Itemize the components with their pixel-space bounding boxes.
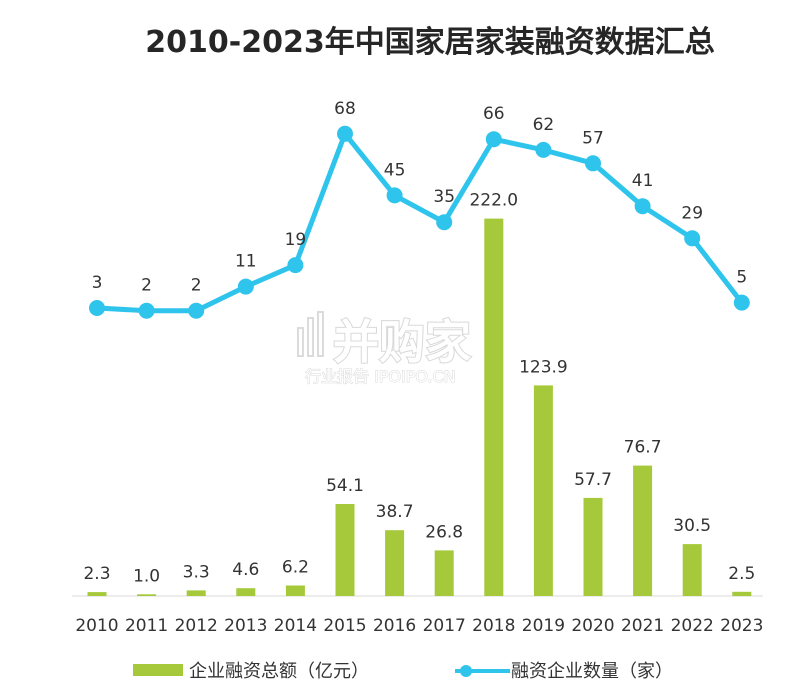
line-label-2019: 62	[533, 115, 555, 135]
line-label-2011: 2	[141, 276, 152, 296]
x-tick-2017: 2017	[423, 616, 466, 636]
line-series-layer	[89, 125, 750, 319]
bar-2016	[385, 530, 405, 596]
legend-label-bar: 企业融资总额（亿元）	[189, 661, 369, 682]
bar-2010	[87, 592, 107, 596]
line-point-2011	[138, 302, 155, 319]
x-tick-2021: 2021	[621, 616, 664, 636]
bar-label-2019: 123.9	[519, 357, 568, 377]
legend-label-line: 融资企业数量（家）	[511, 661, 673, 682]
x-tick-2015: 2015	[323, 616, 366, 636]
bar-2018	[484, 218, 504, 596]
x-tick-2023: 2023	[720, 616, 763, 636]
line-label-2022: 29	[681, 203, 703, 223]
bar-label-2012: 3.3	[183, 562, 210, 582]
line-label-layer: 3 2 2 11 19 68 45 35 66 62 57 41 29 5	[92, 99, 748, 296]
watermark-subtitle: 行业报告 IPOIPO.CN	[305, 367, 456, 386]
x-tick-2022: 2022	[671, 616, 714, 636]
x-tick-2011: 2011	[125, 616, 168, 636]
bar-label-2020: 57.7	[574, 470, 612, 490]
bar-2020	[583, 497, 603, 596]
bar-2013	[236, 588, 256, 596]
line-point-2010	[89, 300, 105, 316]
bar-label-2011: 1.0	[133, 566, 160, 586]
bar-label-2010: 2.3	[83, 564, 110, 584]
bar-2019	[533, 385, 553, 596]
bar-label-2017: 26.8	[425, 522, 463, 542]
x-tick-2014: 2014	[274, 616, 317, 636]
line-point-2015	[337, 125, 353, 142]
line-series	[94, 131, 745, 314]
line-label-2021: 41	[632, 171, 654, 191]
line-point-2016	[386, 187, 403, 204]
legend: 企业融资总额（亿元） 融资企业数量（家）	[133, 661, 673, 682]
bar-label-2016: 38.7	[376, 502, 414, 522]
bar-2022	[682, 544, 702, 596]
line-label-2014: 19	[285, 230, 307, 250]
bar-2011	[137, 594, 157, 596]
bar-label-2022: 30.5	[673, 516, 711, 536]
line-label-2023: 5	[736, 268, 747, 288]
x-tick-2018: 2018	[472, 616, 515, 636]
line-point-2014	[287, 257, 304, 274]
watermark-name: 并购家	[333, 315, 471, 369]
line-point-2019	[535, 141, 552, 158]
x-tick-2016: 2016	[373, 616, 416, 636]
x-tick-2020: 2020	[571, 616, 614, 636]
bar-2012	[186, 590, 206, 596]
bar-label-2021: 76.7	[624, 438, 662, 458]
line-label-2010: 3	[92, 273, 103, 293]
line-label-2012: 2	[191, 276, 202, 296]
line-label-2018: 66	[483, 104, 505, 124]
line-point-2018	[485, 131, 502, 148]
legend-line-marker	[460, 665, 472, 677]
line-point-2022	[684, 230, 701, 247]
line-point-2020	[585, 155, 601, 172]
x-tick-2013: 2013	[224, 616, 267, 636]
bar-2015	[335, 504, 355, 596]
x-tick-2019: 2019	[522, 616, 565, 636]
line-point-2023	[733, 294, 750, 311]
bar-label-2018: 222.0	[469, 191, 518, 211]
bar-2023	[732, 591, 752, 597]
line-point-2017	[436, 214, 453, 231]
line-point-2012	[188, 302, 205, 319]
x-tick-layer: 2010 2011 2012 2013 2014 2015 2016 2017 2018 2019…	[75, 616, 763, 636]
line-label-2015: 68	[334, 99, 356, 119]
bar-label-2013: 4.6	[232, 560, 259, 580]
watermark-logo-icon	[297, 311, 324, 357]
line-label-2020: 57	[582, 128, 604, 148]
line-point-2013	[237, 278, 254, 295]
bar-series-layer	[87, 218, 752, 597]
bar-label-2015: 54.1	[326, 476, 364, 496]
line-label-2013: 11	[235, 252, 257, 272]
bar-2017	[434, 550, 454, 596]
bar-2014	[285, 585, 305, 596]
x-tick-2012: 2012	[175, 616, 218, 636]
legend-swatch-bar	[133, 664, 183, 676]
x-tick-2010: 2010	[75, 616, 118, 636]
bar-label-layer: 2.3 1.0 3.3 4.6 6.2 54.1 38.7 26.8 222.0 123.9 57.…	[83, 191, 755, 587]
line-point-2021	[634, 198, 651, 215]
watermark: 并购家 行业报告 IPOIPO.CN	[297, 311, 472, 387]
line-label-2017: 35	[433, 187, 455, 207]
bar-2021	[633, 465, 653, 596]
bar-label-2023: 2.5	[728, 564, 755, 584]
chart-title: 2010-2023年中国家居家装融资数据汇总	[145, 25, 714, 60]
bar-label-2014: 6.2	[282, 558, 309, 578]
line-label-2016: 45	[384, 160, 406, 180]
